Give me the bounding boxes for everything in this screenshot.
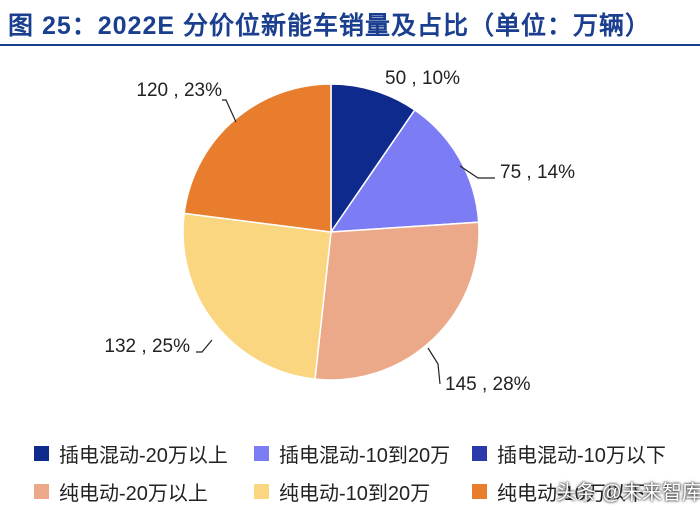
leader-line <box>459 165 495 179</box>
legend-swatch <box>34 483 49 499</box>
pie-slice <box>329 108 480 233</box>
data-label: 132 , 25% <box>104 336 190 357</box>
legend-label: 插电混动-10万以下 <box>497 444 666 467</box>
legend-label: 纯电动-10到20万 <box>279 482 431 505</box>
leader-line <box>196 339 213 353</box>
pie-slice <box>330 83 416 235</box>
data-label: 120 , 23% <box>136 80 222 101</box>
legend-item: 插电混动-20万以上 <box>34 440 254 467</box>
legend-item: 插电混动-10到20万 <box>254 440 472 467</box>
pie-slice <box>183 83 332 233</box>
legend: 插电混动-20万以上 插电混动-10到20万 插电混动-10万以下纯电动-20万以上… <box>34 440 694 505</box>
legend-swatch <box>254 445 269 461</box>
data-label: 145 , 28% <box>445 374 531 395</box>
chart-title: 图 25：2022E 分价位新能车销量及占比（单位：万辆） <box>8 12 651 40</box>
pie-slice <box>314 221 480 381</box>
legend-label: 插电混动-20万以上 <box>59 444 228 467</box>
pie-chart: 50 , 10% 75 , 14% 145 , 28% 132 , 25% 120 , … <box>104 68 575 395</box>
data-label: 50 , 10% <box>385 68 460 89</box>
watermark: 头条 @未来智库 <box>556 482 700 504</box>
leader-line <box>222 99 237 123</box>
legend-label: 纯电动-20万以上 <box>59 482 208 505</box>
leader-lines <box>196 99 495 385</box>
legend-item: 纯电动-10到20万 <box>254 478 472 505</box>
legend-item: 纯电动-10万以下 <box>472 478 692 505</box>
pie-slice <box>182 212 332 380</box>
legend-swatch <box>472 483 487 499</box>
legend-swatch <box>254 483 269 499</box>
title-bar: 图 25：2022E 分价位新能车销量及占比（单位：万辆） <box>0 0 700 46</box>
legend-swatch <box>34 445 49 461</box>
pie-slices <box>182 83 480 381</box>
legend-swatch <box>472 445 487 461</box>
legend-item: 插电混动-10万以下 <box>472 440 692 467</box>
data-label: 75 , 14% <box>500 162 575 183</box>
legend-label: 纯电动-10万以下 <box>497 482 646 505</box>
data-labels: 50 , 10% 75 , 14% 145 , 28% 132 , 25% 120 , … <box>104 68 575 395</box>
legend-label: 插电混动-10到20万 <box>279 444 451 467</box>
legend-item: 纯电动-20万以上 <box>34 478 254 505</box>
leader-line <box>427 347 441 385</box>
